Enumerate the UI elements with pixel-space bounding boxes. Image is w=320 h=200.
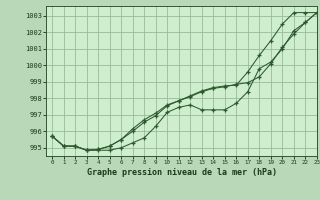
X-axis label: Graphe pression niveau de la mer (hPa): Graphe pression niveau de la mer (hPa) [87,168,276,177]
